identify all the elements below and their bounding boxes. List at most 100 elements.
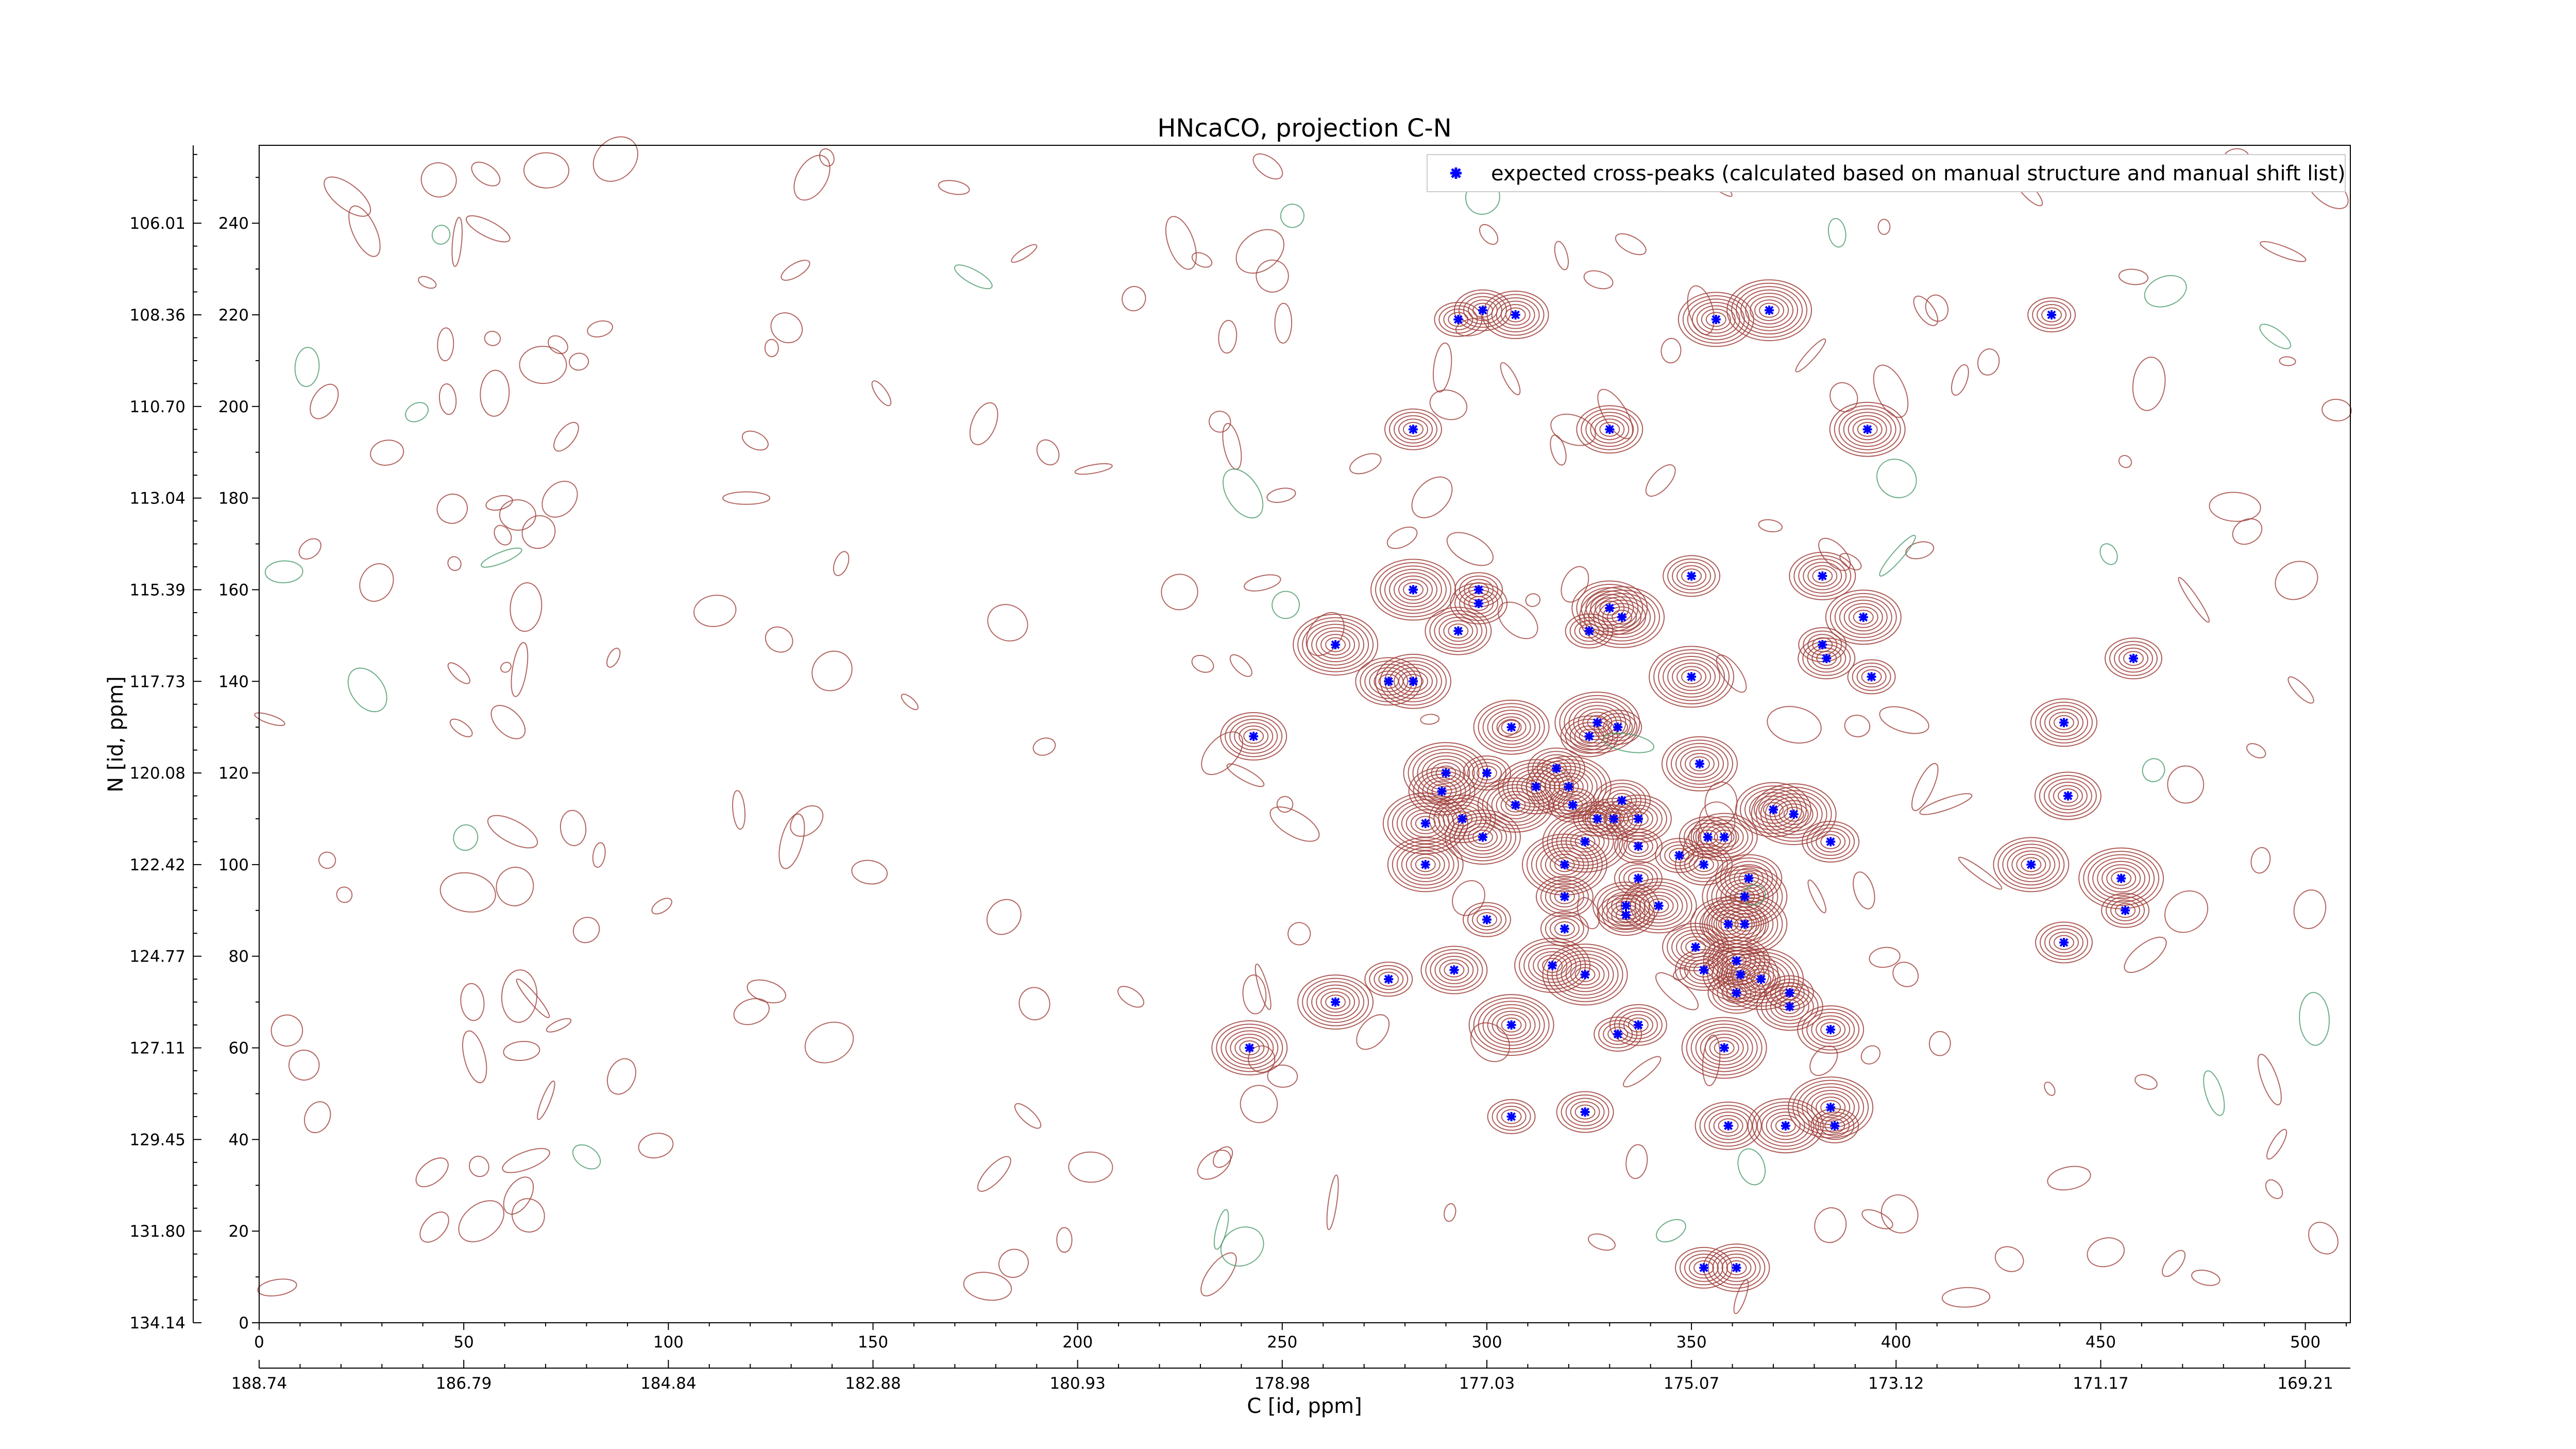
contour-ring	[1676, 666, 1707, 688]
noise-contour	[811, 650, 853, 692]
cross-peak-marker	[2116, 873, 2126, 883]
noise-contour	[2257, 1054, 2282, 1106]
contour-ring	[1439, 959, 1469, 981]
contour-ring	[1720, 857, 1778, 900]
contour-ring	[1681, 669, 1702, 684]
noise-contour	[2293, 889, 2327, 929]
contour-ring	[1708, 1111, 1748, 1140]
contour-ring	[1443, 308, 1473, 330]
contour-ring	[1505, 307, 1526, 323]
negative-contour	[1213, 1209, 1229, 1250]
contour-ring	[1557, 794, 1588, 816]
contour-ring	[1556, 953, 1614, 996]
x-tick-label: 300	[1471, 1333, 1502, 1352]
noise-contour	[1470, 1022, 1511, 1063]
contour-ring	[1681, 568, 1702, 584]
noise-contour	[722, 491, 771, 505]
y-tick-label: 120	[218, 764, 249, 783]
contour-ring	[1690, 1023, 1758, 1072]
contour-ring	[1797, 1005, 1865, 1054]
contour-ring	[1369, 667, 1409, 696]
contour-ring	[1681, 1017, 1767, 1079]
contour-ring	[1700, 819, 1749, 855]
contour-ring	[1554, 692, 1640, 754]
y-ppm-tick-label: 113.04	[130, 490, 185, 508]
contour-ring	[2048, 782, 2088, 810]
contour-ring	[1612, 793, 1633, 808]
noise-contour	[1036, 439, 1060, 466]
contour-ring	[1472, 830, 1493, 845]
contour-ring	[1810, 1108, 1859, 1143]
contour-ring	[1540, 847, 1589, 882]
contour-ring	[1677, 292, 1754, 347]
noise-contour	[1117, 986, 1145, 1008]
noise-contour	[693, 595, 737, 627]
negative-contour	[1876, 459, 1917, 498]
noise-contour	[2047, 1166, 2091, 1191]
contour-ring	[1740, 289, 1799, 331]
contour-ring	[1501, 1109, 1522, 1124]
contour-ring	[1293, 614, 1379, 676]
contour-ring	[1389, 572, 1437, 608]
contour-ring	[1712, 1250, 1761, 1286]
x-ppm-tick-label: 186.79	[436, 1374, 492, 1393]
contour-ring	[1798, 637, 1856, 680]
contour-ring	[1468, 826, 1498, 848]
noise-contour	[764, 339, 779, 358]
contour-ring	[1736, 286, 1803, 335]
y-tick-label: 100	[218, 856, 249, 874]
contour-ring	[2105, 637, 2162, 680]
cross-peak-marker	[1453, 314, 1463, 324]
noise-contour	[451, 216, 463, 267]
noise-contour	[1550, 413, 1596, 446]
y-ppm-tick-label: 124.77	[130, 948, 185, 966]
contour-ring	[1434, 301, 1483, 337]
noise-contour	[521, 515, 556, 549]
contour-ring	[1384, 408, 1442, 450]
contour-ring	[1689, 756, 1710, 771]
noise-contour	[1625, 1144, 1648, 1179]
cross-peak-marker	[1592, 814, 1602, 823]
cross-peak-marker	[1584, 626, 1594, 636]
contour-ring	[1653, 649, 1730, 704]
contour-ring	[1496, 790, 1535, 819]
contour-ring	[1565, 718, 1614, 754]
noise-contour	[2287, 676, 2314, 704]
noise-contour	[1733, 1279, 1749, 1315]
contour-ring	[1609, 1004, 1667, 1046]
cross-peak-marker	[1249, 731, 1259, 741]
contour-ring	[1374, 968, 1404, 990]
noise-contour	[1201, 731, 1244, 776]
cross-peak-marker	[1617, 796, 1627, 805]
noise-contour	[733, 998, 770, 1025]
noise-contour	[871, 380, 892, 407]
noise-contour	[819, 148, 835, 167]
contour-ring	[1598, 1020, 1638, 1049]
contour-ring	[1750, 296, 1789, 325]
noise-contour	[324, 176, 371, 217]
contour-ring	[1704, 1108, 1753, 1143]
contour-ring	[1487, 1007, 1536, 1043]
contour-ring	[1565, 960, 1605, 989]
contour-ring	[1561, 957, 1609, 992]
noise-contour	[2132, 357, 2166, 411]
contour-ring	[1491, 787, 1540, 823]
contour-ring	[2049, 932, 2079, 953]
contour-ring	[1838, 408, 1896, 450]
contour-ring	[1449, 813, 1516, 862]
contour-ring	[1403, 673, 1423, 689]
x-tick-label: 450	[2086, 1333, 2116, 1352]
contour-ring	[1595, 597, 1625, 619]
cross-peak-marker	[1384, 677, 1394, 686]
contour-ring	[1501, 1017, 1522, 1033]
contour-ring	[1829, 401, 1906, 457]
noise-contour	[499, 499, 536, 531]
noise-contour	[1554, 241, 1569, 271]
contour-ring	[1747, 1098, 1824, 1154]
contour-ring	[1398, 579, 1428, 601]
noise-contour	[1958, 856, 2003, 890]
contour-ring	[1553, 790, 1592, 819]
contour-ring	[1634, 888, 1683, 923]
noise-contour	[1818, 537, 1851, 571]
noise-contour	[348, 205, 381, 257]
